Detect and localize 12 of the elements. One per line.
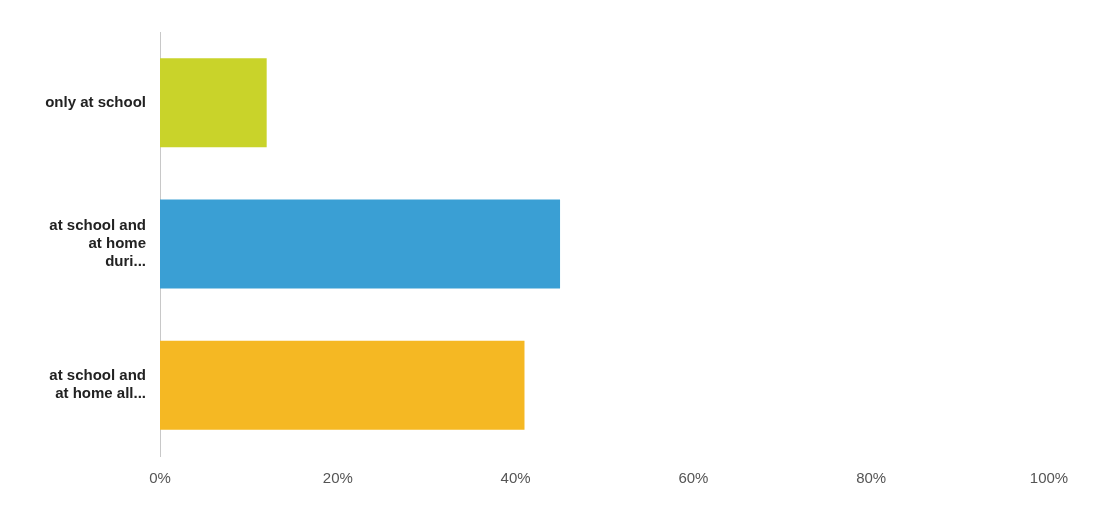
x-tick-label: 0% (149, 469, 171, 487)
x-tick-label: 60% (678, 469, 709, 487)
x-tick-label: 40% (500, 469, 531, 487)
bar (160, 199, 561, 289)
y-tick-label: at school and at home all... (49, 366, 146, 402)
bar (160, 58, 267, 148)
y-tick-label: at school and at home duri... (49, 216, 146, 270)
bar (160, 340, 525, 430)
x-tick-label: 20% (322, 469, 353, 487)
x-tick-label: 100% (1029, 469, 1069, 487)
x-tick-label: 80% (856, 469, 887, 487)
y-tick-label: only at school (45, 92, 146, 110)
